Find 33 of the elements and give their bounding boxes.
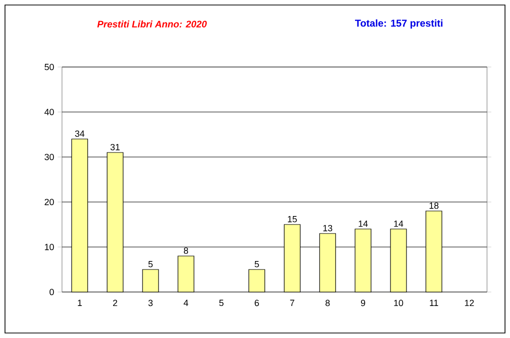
x-tick-label: 1 <box>78 300 82 306</box>
y-tick-label: 20 <box>44 198 54 206</box>
data-label: 14 <box>358 220 368 227</box>
data-label: 5 <box>148 261 153 268</box>
x-tick-label: 9 <box>360 300 366 306</box>
data-label: 5 <box>254 261 259 268</box>
data-label: 14 <box>394 220 404 227</box>
bar <box>142 269 159 292</box>
y-tick-label: 30 <box>44 154 54 160</box>
y-tick-label: 50 <box>44 64 54 70</box>
x-tick-label: 5 <box>219 300 224 306</box>
chart-subtitle: Totale: 157 prestiti <box>355 19 442 29</box>
x-tick-label: 10 <box>394 300 404 306</box>
data-label: 13 <box>323 224 332 232</box>
x-tick-label: 8 <box>326 300 330 306</box>
x-tick-label: 4 <box>184 300 188 306</box>
y-tick-label: 0 <box>50 288 54 296</box>
x-tick-label: 11 <box>430 300 438 306</box>
x-tick-label: 3 <box>148 300 153 306</box>
bar <box>248 269 266 292</box>
y-tick-label: 40 <box>44 108 54 116</box>
data-label: 15 <box>288 216 297 222</box>
data-label: 34 <box>75 130 84 137</box>
x-tick-label: 7 <box>290 300 294 306</box>
y-tick-label: 10 <box>44 244 54 250</box>
data-label: 31 <box>110 144 120 150</box>
x-tick-label: 2 <box>113 300 118 306</box>
data-label: 8 <box>184 247 188 254</box>
chart-title: Prestiti Libri Anno: 2020 <box>97 20 207 28</box>
bar <box>178 256 194 292</box>
x-tick-label: 12 <box>465 300 474 306</box>
x-tick-label: 6 <box>254 300 259 306</box>
data-label: 18 <box>430 202 438 209</box>
